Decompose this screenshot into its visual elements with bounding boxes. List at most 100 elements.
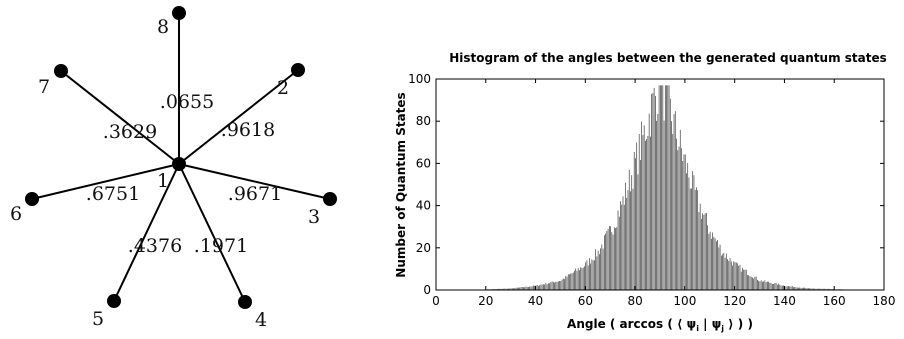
- edge-1-4: [178, 163, 246, 303]
- histogram-bar-17: [506, 288, 508, 290]
- histogram-bar-62: [562, 278, 564, 290]
- histogram-bar-226: [767, 281, 768, 290]
- histogram-bar-117: [631, 175, 633, 290]
- histogram-bar-41: [536, 285, 538, 290]
- x-tick-label-120: 120: [723, 294, 746, 308]
- histogram-bar-111: [623, 204, 625, 290]
- histogram-bar-63: [564, 279, 565, 290]
- histogram-bar-114: [627, 190, 629, 290]
- histogram-bar-135: [653, 87, 655, 290]
- histogram-bar-241: [785, 286, 787, 290]
- histogram-bar-20: [510, 288, 512, 290]
- histogram-bar-105: [616, 227, 618, 290]
- x-label-post: ⟩ ) ): [724, 317, 753, 331]
- histogram-bar-141: [661, 85, 662, 290]
- histogram-bar-72: [575, 268, 577, 290]
- histogram-bar-174: [702, 213, 703, 290]
- histogram-bar-26: [518, 287, 519, 290]
- histogram-bar-146: [667, 85, 669, 290]
- histogram-bar-12: [500, 288, 502, 290]
- x-tick-label-40: 40: [528, 294, 543, 308]
- histogram-bar-113: [626, 197, 628, 290]
- histogram-bar-53: [551, 281, 553, 290]
- histogram-bar-127: [643, 125, 645, 290]
- histogram-bar-74: [577, 268, 579, 290]
- histogram-bar-234: [776, 284, 778, 290]
- histogram-bar-35: [529, 286, 531, 290]
- histogram-bar-118: [632, 188, 634, 290]
- edge-1-5: [113, 163, 180, 302]
- histogram-bar-233: [775, 283, 777, 290]
- histogram-bar-103: [613, 227, 615, 290]
- histogram-bar-259: [808, 288, 809, 290]
- histogram-bar-86: [592, 260, 594, 290]
- histogram-bar-256: [804, 287, 806, 290]
- histogram-bar-220: [759, 281, 761, 290]
- histogram-bar-248: [794, 286, 796, 290]
- histogram-bar-255: [803, 287, 804, 290]
- histogram-bars: [485, 85, 843, 291]
- histogram-bar-28: [520, 287, 522, 290]
- histogram-bar-252: [799, 287, 801, 290]
- histogram-bar-171: [698, 212, 700, 290]
- histogram-bar-31: [524, 287, 526, 290]
- histogram-bar-211: [748, 275, 750, 290]
- histogram-bar-154: [677, 150, 679, 290]
- histogram-bar-78: [582, 267, 584, 290]
- histogram-bar-225: [765, 282, 767, 290]
- histogram-bar-175: [703, 214, 705, 290]
- y-tick-label-60: 60: [416, 156, 431, 170]
- histogram-bar-148: [669, 98, 671, 291]
- histogram-bar-79: [584, 266, 585, 290]
- histogram-bar-222: [762, 281, 763, 290]
- histogram-bar-249: [795, 287, 797, 290]
- x-axis-ticks: 0 20 40 60 80 100 120 140 160 180: [432, 79, 895, 308]
- histogram: Histogram of the angles between the gene…: [394, 51, 895, 333]
- histogram-bar-216: [754, 276, 756, 290]
- histogram-bar-230: [772, 284, 773, 290]
- histogram-bar-9: [496, 288, 498, 290]
- histogram-bar-179: [708, 233, 710, 290]
- histogram-bar-32: [525, 286, 527, 290]
- histogram-bar-150: [672, 133, 674, 290]
- edge-weight-3: .9671: [228, 183, 282, 205]
- histogram-bar-182: [712, 232, 713, 290]
- edge-weight-5: .4376: [128, 235, 182, 257]
- histogram-bar-191: [723, 252, 725, 290]
- node-2: [291, 63, 305, 77]
- histogram-bar-193: [725, 253, 727, 290]
- histogram-bar-80: [585, 262, 587, 290]
- histogram-bar-68: [570, 273, 572, 290]
- histogram-bar-265: [815, 288, 817, 290]
- histogram-bar-59: [559, 280, 560, 290]
- histogram-bar-82: [587, 265, 589, 290]
- node-7: [54, 64, 68, 78]
- x-label-sub-i: i: [696, 324, 699, 333]
- histogram-bar-202: [737, 263, 738, 290]
- histogram-bar-167: [693, 175, 695, 290]
- histogram-bar-245: [790, 286, 792, 290]
- histogram-bar-130: [647, 135, 649, 290]
- histogram-bar-170: [697, 190, 699, 290]
- histogram-bar-37: [531, 286, 533, 290]
- chart-title: Histogram of the angles between the gene…: [449, 51, 887, 65]
- histogram-bar-273: [825, 288, 827, 290]
- histogram-bar-231: [773, 283, 774, 290]
- histogram-bar-237: [780, 285, 782, 290]
- histogram-bar-89: [596, 256, 598, 290]
- histogram-bar-201: [735, 262, 737, 290]
- histogram-bar-87: [594, 260, 595, 290]
- histogram-bar-217: [755, 276, 757, 290]
- edge-weight-4: .1971: [194, 235, 248, 257]
- x-tick-label-160: 160: [823, 294, 846, 308]
- histogram-bar-52: [550, 282, 552, 290]
- histogram-bar-192: [724, 257, 726, 290]
- node-5: [107, 294, 121, 308]
- histogram-bar-275: [828, 288, 829, 290]
- histogram-bar-57: [556, 281, 558, 290]
- edge-1-6: [31, 163, 180, 200]
- histogram-bar-128: [645, 140, 646, 290]
- node-1: [172, 157, 186, 171]
- histogram-bar-119: [633, 151, 635, 290]
- edge-weight-2: .9618: [221, 119, 275, 141]
